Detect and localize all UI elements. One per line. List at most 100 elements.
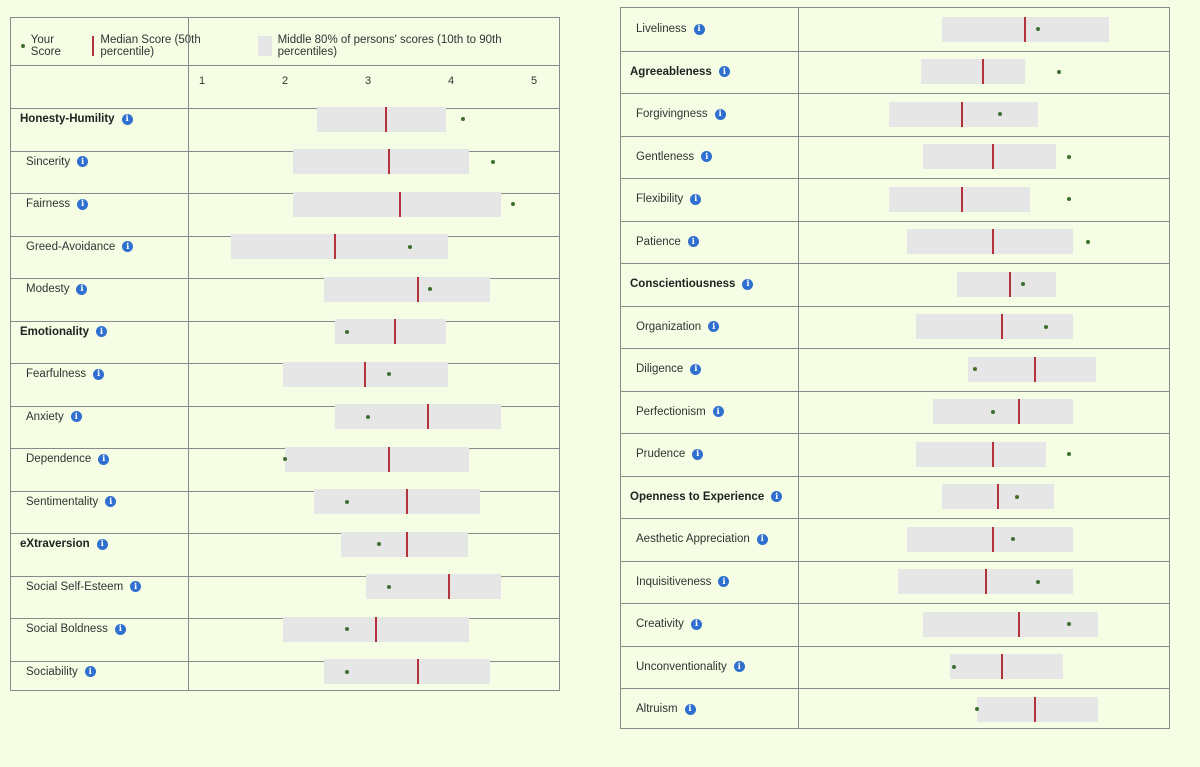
- row-divider: [621, 603, 1169, 604]
- row-divider: [621, 518, 1169, 519]
- your-score-dot: [991, 409, 996, 414]
- your-score-dot: [345, 329, 350, 334]
- row-label-text: Liveliness: [636, 23, 687, 36]
- info-icon[interactable]: i: [756, 533, 768, 545]
- median-marker: [447, 574, 450, 600]
- info-icon[interactable]: i: [687, 236, 699, 248]
- your-score-dot: [973, 367, 977, 372]
- median-marker: [1018, 611, 1021, 637]
- legend-your-score-label: Your Score: [30, 33, 61, 58]
- row-label: Sincerity i: [26, 154, 89, 170]
- row-label-text: Unconventionality: [636, 660, 727, 673]
- row-divider: [11, 193, 559, 194]
- info-icon[interactable]: i: [690, 618, 702, 630]
- info-icon[interactable]: i: [77, 156, 89, 168]
- row-label-text: Organization: [636, 320, 702, 333]
- info-icon[interactable]: i: [93, 368, 105, 380]
- row-label-text: Modesty: [26, 283, 70, 296]
- row-divider: [621, 688, 1169, 689]
- row-divider: [621, 263, 1169, 264]
- info-icon[interactable]: i: [98, 453, 110, 465]
- row-divider: [621, 178, 1169, 179]
- percentile-range-bar: [976, 696, 1098, 722]
- median-marker: [992, 526, 995, 552]
- info-icon[interactable]: i: [122, 241, 134, 253]
- percentile-range-bar: [949, 654, 1063, 680]
- info-icon[interactable]: i: [771, 491, 783, 503]
- column-divider: [188, 18, 189, 690]
- row-label: Perfectionism i: [636, 404, 724, 420]
- median-marker: [398, 191, 401, 217]
- right-chart-panel: Liveliness i Agreeableness i Forgivingness i G…: [620, 7, 1170, 729]
- row-divider: [11, 320, 559, 322]
- info-icon[interactable]: i: [77, 198, 89, 210]
- info-icon[interactable]: i: [70, 411, 82, 423]
- row-label: Flexibility i: [636, 191, 702, 207]
- your-score-dot: [1085, 239, 1090, 244]
- row-label: Diligence i: [636, 361, 702, 377]
- row-divider: [11, 278, 559, 279]
- info-icon[interactable]: i: [690, 363, 702, 375]
- info-icon[interactable]: i: [701, 151, 713, 163]
- info-icon[interactable]: i: [692, 448, 704, 460]
- row-label: Anxiety i: [26, 409, 82, 425]
- info-icon[interactable]: i: [130, 581, 142, 593]
- percentile-range-bar: [920, 59, 1026, 85]
- info-icon[interactable]: i: [114, 623, 126, 635]
- row-label: eXtraversion i: [20, 536, 108, 552]
- legend-your-score: Your Score: [21, 34, 84, 58]
- row-label-text: Creativity: [636, 618, 684, 631]
- info-icon[interactable]: i: [76, 283, 88, 295]
- row-label: Dependence i: [26, 451, 110, 467]
- score-dot-icon: [21, 43, 25, 48]
- info-icon[interactable]: i: [96, 326, 108, 338]
- info-icon[interactable]: i: [714, 108, 726, 120]
- row-divider: [11, 150, 559, 152]
- row-label: Altruism i: [636, 701, 696, 717]
- info-icon[interactable]: i: [718, 576, 730, 588]
- median-marker: [992, 144, 995, 170]
- row-label-text: Forgivingness: [636, 108, 708, 121]
- row-divider: [621, 50, 1169, 52]
- info-icon[interactable]: i: [733, 661, 745, 673]
- row-label-text: Fairness: [26, 198, 71, 211]
- your-score-dot: [952, 664, 957, 669]
- row-label: Creativity i: [636, 616, 702, 632]
- percentile-range-bar: [231, 234, 448, 260]
- info-icon[interactable]: i: [712, 406, 724, 418]
- your-score-dot: [974, 707, 979, 712]
- row-label: Social Boldness i: [26, 621, 126, 637]
- your-score-dot: [460, 117, 465, 122]
- your-score-dot: [1067, 622, 1072, 627]
- info-icon[interactable]: i: [684, 703, 696, 715]
- row-label: Sentimentality i: [26, 494, 117, 510]
- percentile-range-bar: [365, 574, 501, 600]
- row-label-text: Dependence: [26, 453, 92, 466]
- row-divider: [621, 433, 1169, 434]
- row-label: Gentleness i: [636, 149, 713, 165]
- median-marker: [416, 276, 419, 302]
- info-icon[interactable]: i: [718, 66, 730, 78]
- info-icon[interactable]: i: [105, 496, 117, 508]
- percentile-range-bar: [285, 446, 470, 472]
- your-score-dot: [511, 202, 516, 207]
- range-box-icon: [258, 35, 272, 56]
- median-marker: [1034, 356, 1037, 382]
- info-icon[interactable]: i: [708, 321, 720, 333]
- row-label-text: Sociability: [26, 665, 78, 678]
- median-marker: [416, 659, 419, 685]
- info-icon[interactable]: i: [84, 666, 96, 678]
- info-icon[interactable]: i: [121, 113, 133, 125]
- info-icon[interactable]: i: [690, 193, 702, 205]
- your-score-dot: [376, 542, 381, 547]
- info-icon[interactable]: i: [96, 538, 108, 550]
- median-marker: [1009, 271, 1012, 297]
- row-label: Patience i: [636, 234, 699, 250]
- info-icon[interactable]: i: [742, 278, 754, 290]
- median-marker: [982, 59, 985, 85]
- legend: Your Score Median Score (50th percentile…: [11, 18, 559, 73]
- info-icon[interactable]: i: [693, 23, 705, 35]
- percentile-range-bar: [316, 106, 446, 132]
- row-label-text: Prudence: [636, 448, 686, 461]
- median-marker: [385, 106, 388, 132]
